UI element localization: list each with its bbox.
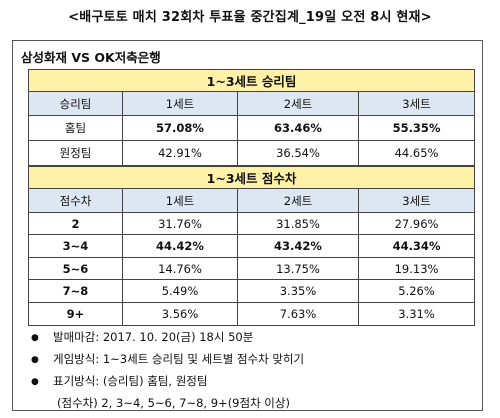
note-deadline: 발매마감: 2017. 10. 20(금) 18시 50분 <box>53 330 254 344</box>
header-set-1: 1세트 <box>122 188 238 213</box>
away-set-1: 42.91% <box>122 140 238 166</box>
table-row: 7~8 5.49% 3.35% 5.26% <box>28 279 476 303</box>
header-set-1: 1세트 <box>122 91 238 116</box>
row-label-9-plus: 9+ <box>28 302 123 326</box>
score-diff-table: 1~3세트 점수차 점수차 1세트 2세트 3세트 2 31.76% 31.85… <box>27 166 476 326</box>
diff2-set-2: 31.85% <box>237 212 359 235</box>
row-label-2: 2 <box>28 212 123 235</box>
table-row: 3~4 44.42% 43.42% 44.34% <box>28 234 476 258</box>
row-label-5-6: 5~6 <box>28 257 123 280</box>
table-row: 2 31.76% 31.85% 27.96% <box>28 212 476 235</box>
away-set-2: 36.54% <box>237 140 359 166</box>
list-item: ● 게임방식: 1~3세트 승리팀 및 세트별 점수차 맞히기 <box>31 349 304 371</box>
content-frame: 삼성화재 VS OK저축은행 1~3세트 승리팀 승리팀 1세트 2세트 3세트… <box>12 40 483 411</box>
header-set-3: 3세트 <box>357 188 476 213</box>
away-set-3: 44.65% <box>357 140 476 166</box>
table-row: 9+ 3.56% 7.63% 3.31% <box>28 302 476 326</box>
note-game-method: 게임방식: 1~3세트 승리팀 및 세트별 점수차 맞히기 <box>53 352 305 366</box>
diff56-set-2: 13.75% <box>237 257 359 280</box>
page-title: <배구토토 매치 32회차 투표율 중간집계_19일 오전 8시 현재> <box>68 10 432 25</box>
diff9-set-1: 3.56% <box>122 302 238 326</box>
win-team-section-title: 1~3세트 승리팀 <box>27 69 476 92</box>
table-row: 원정팀 42.91% 36.54% 44.65% <box>28 140 476 166</box>
bullet-icon: ● <box>31 333 39 343</box>
table-row: 홈팀 57.08% 63.46% 55.35% <box>28 115 476 141</box>
note-notation: 표기방식: (승리팀) 홈팀, 원정팀 <box>53 374 208 388</box>
diff56-set-1: 14.76% <box>122 257 238 280</box>
diff78-set-3: 5.26% <box>357 279 476 303</box>
home-set-1: 57.08% <box>122 115 238 141</box>
diff34-set-3: 44.34% <box>357 234 476 258</box>
bullet-icon: ● <box>31 377 39 387</box>
table-row: 5~6 14.76% 13.75% 19.13% <box>28 257 476 280</box>
header-set-2: 2세트 <box>237 91 359 116</box>
list-item: (점수차) 2, 3~4, 5~6, 7~8, 9+(9점차 이상) <box>31 393 304 414</box>
home-set-3: 55.35% <box>357 115 476 141</box>
diff9-set-3: 3.31% <box>357 302 476 326</box>
diff56-set-3: 19.13% <box>357 257 476 280</box>
header-set-2: 2세트 <box>237 188 359 213</box>
diff2-set-1: 31.76% <box>122 212 238 235</box>
diff78-set-1: 5.49% <box>122 279 238 303</box>
diff2-set-3: 27.96% <box>357 212 476 235</box>
score-diff-section-title: 1~3세트 점수차 <box>27 166 476 189</box>
list-item: ● 발매마감: 2017. 10. 20(금) 18시 50분 <box>31 327 304 349</box>
bullet-icon: ● <box>31 355 39 365</box>
win-team-table: 1~3세트 승리팀 승리팀 1세트 2세트 3세트 홈팀 57.08% 63.4… <box>27 69 476 166</box>
notes-list: ● 발매마감: 2017. 10. 20(금) 18시 50분 ● 게임방식: 1~… <box>31 327 304 414</box>
note-score-diff: (점수차) 2, 3~4, 5~6, 7~8, 9+(9점차 이상) <box>57 396 290 410</box>
row-label-7-8: 7~8 <box>28 279 123 303</box>
header-set-3: 3세트 <box>357 91 476 116</box>
row-label-3-4: 3~4 <box>28 234 123 258</box>
diff9-set-2: 7.63% <box>237 302 359 326</box>
row-label-home: 홈팀 <box>28 115 123 141</box>
match-title: 삼성화재 VS OK저축은행 <box>21 50 161 65</box>
diff78-set-2: 3.35% <box>237 279 359 303</box>
list-item: ● 표기방식: (승리팀) 홈팀, 원정팀 <box>31 371 304 393</box>
home-set-2: 63.46% <box>237 115 359 141</box>
header-score-diff: 점수차 <box>28 188 123 213</box>
diff34-set-2: 43.42% <box>237 234 359 258</box>
row-label-away: 원정팀 <box>28 140 123 166</box>
diff34-set-1: 44.42% <box>122 234 238 258</box>
header-win-team: 승리팀 <box>28 91 123 116</box>
